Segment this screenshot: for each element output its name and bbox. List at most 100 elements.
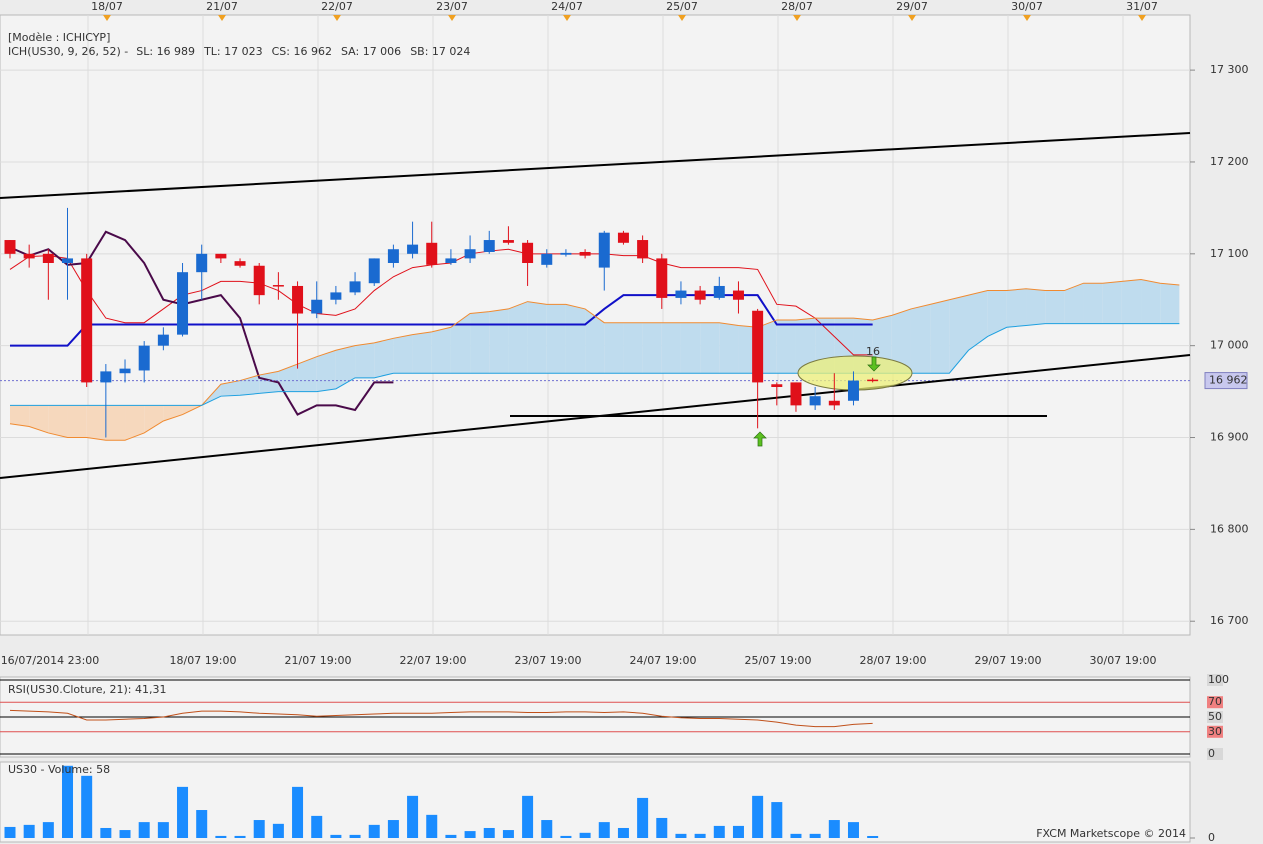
candle-body — [483, 240, 495, 252]
volume-bar — [177, 786, 189, 838]
candle-body — [62, 258, 74, 263]
cloud-fill — [642, 322, 662, 374]
cloud-fill — [489, 308, 509, 374]
candle-body — [387, 249, 399, 263]
x-tick-label: 30/07 19:00 — [1090, 654, 1157, 667]
candle-body — [675, 290, 687, 298]
cloud-fill — [1083, 283, 1103, 324]
volume-bar — [138, 822, 150, 838]
candle-body — [771, 384, 783, 387]
candle-body — [598, 232, 610, 268]
cloud-fill — [105, 405, 126, 441]
x-tick-label: 21/07 19:00 — [285, 654, 352, 667]
candle-body — [407, 244, 419, 254]
volume-bar — [311, 815, 323, 838]
volume-title: US30 - Volume: 58 — [8, 763, 110, 776]
candle-body — [867, 379, 879, 382]
candle-body — [253, 265, 265, 296]
event-marker — [1023, 15, 1031, 21]
event-marker — [333, 15, 341, 21]
indicator-label: ICH(US30, 9, 26, 52) - — [8, 45, 128, 58]
candle-body — [368, 258, 380, 284]
candles-layer — [4, 207, 879, 838]
candle-body — [809, 396, 821, 406]
indicator-line — [10, 294, 873, 347]
candle-body — [215, 253, 227, 259]
cloud-fill — [450, 313, 471, 374]
cloud-fill — [987, 290, 1007, 337]
top-date-label: 28/07 — [781, 0, 813, 13]
top-date-label: 21/07 — [206, 0, 238, 13]
volume-bar — [541, 820, 553, 838]
event-marker — [218, 15, 226, 21]
candle-body — [349, 281, 361, 293]
cloud-fill — [719, 322, 739, 374]
event-marker — [448, 15, 456, 21]
cloud-fill — [316, 350, 336, 392]
buy-arrow — [753, 431, 767, 447]
cloud-fill — [776, 319, 796, 374]
volume-bar — [713, 825, 725, 838]
y-tick-label: 50 — [1208, 710, 1222, 723]
y-tick-label: 16 800 — [1210, 522, 1249, 535]
volume-bar — [253, 820, 265, 838]
volume-bar — [637, 797, 649, 838]
volume-bar — [752, 795, 764, 838]
volume-bar — [272, 823, 284, 838]
candle-body — [272, 285, 284, 287]
volume-bar — [675, 833, 687, 838]
volume-bar — [847, 822, 859, 838]
candle-body — [847, 380, 859, 401]
x-tick-label: 29/07 19:00 — [975, 654, 1042, 667]
cloud-fill — [393, 334, 413, 374]
cloud-fill — [412, 331, 432, 374]
volume-bar — [579, 832, 591, 838]
cloud-fill — [680, 322, 701, 374]
rsi-tick-box — [1207, 674, 1223, 686]
volume-bar — [215, 835, 227, 838]
event-marker — [908, 15, 916, 21]
event-marker — [793, 15, 801, 21]
cloud-fill — [278, 364, 298, 392]
candle-body — [752, 310, 764, 383]
indicator-line — [9, 248, 873, 356]
cloud-fill — [700, 322, 720, 374]
candle-body — [502, 240, 514, 243]
candle-body — [100, 371, 112, 383]
volume-bar — [330, 834, 342, 838]
cloud-fill — [508, 301, 528, 374]
indicator-line — [9, 230, 394, 416]
volume-bar — [387, 820, 399, 838]
cloud-fill — [968, 290, 988, 351]
cloud-fill — [1141, 279, 1161, 324]
candle-body — [445, 258, 457, 263]
candle-body — [694, 290, 706, 300]
legend-entry: CS: 16 962 — [272, 45, 332, 58]
volume-bar — [196, 810, 208, 838]
cloud-fill — [910, 304, 931, 374]
candle-body — [828, 400, 840, 406]
legend-entry: TL: 17 023 — [203, 45, 263, 58]
cloud-fill — [1160, 283, 1180, 324]
y-tick-label: 0 — [1208, 831, 1215, 844]
cloud-fill — [297, 356, 317, 392]
candle-body — [234, 261, 246, 266]
candle-body — [560, 252, 572, 255]
y-tick-label: 17 000 — [1210, 339, 1249, 352]
volume-bar — [790, 833, 802, 838]
x-tick-label: 28/07 19:00 — [860, 654, 927, 667]
rsi-title: RSI(US30.Cloture, 21): 41,31 — [8, 683, 166, 696]
legend-entry: SA: 17 006 — [341, 45, 401, 58]
cloud-fill — [10, 405, 30, 427]
volume-bar — [502, 830, 514, 838]
volume-bar — [23, 824, 35, 838]
volume-bar — [867, 835, 879, 838]
cloud-fill — [355, 342, 375, 378]
cloud-fill — [86, 405, 106, 441]
rsi-tick-box — [1207, 696, 1223, 709]
y-tick-label: 17 200 — [1210, 155, 1249, 168]
candle-body — [541, 253, 553, 265]
volume-bar — [119, 830, 131, 838]
cloud-fill — [29, 405, 49, 433]
